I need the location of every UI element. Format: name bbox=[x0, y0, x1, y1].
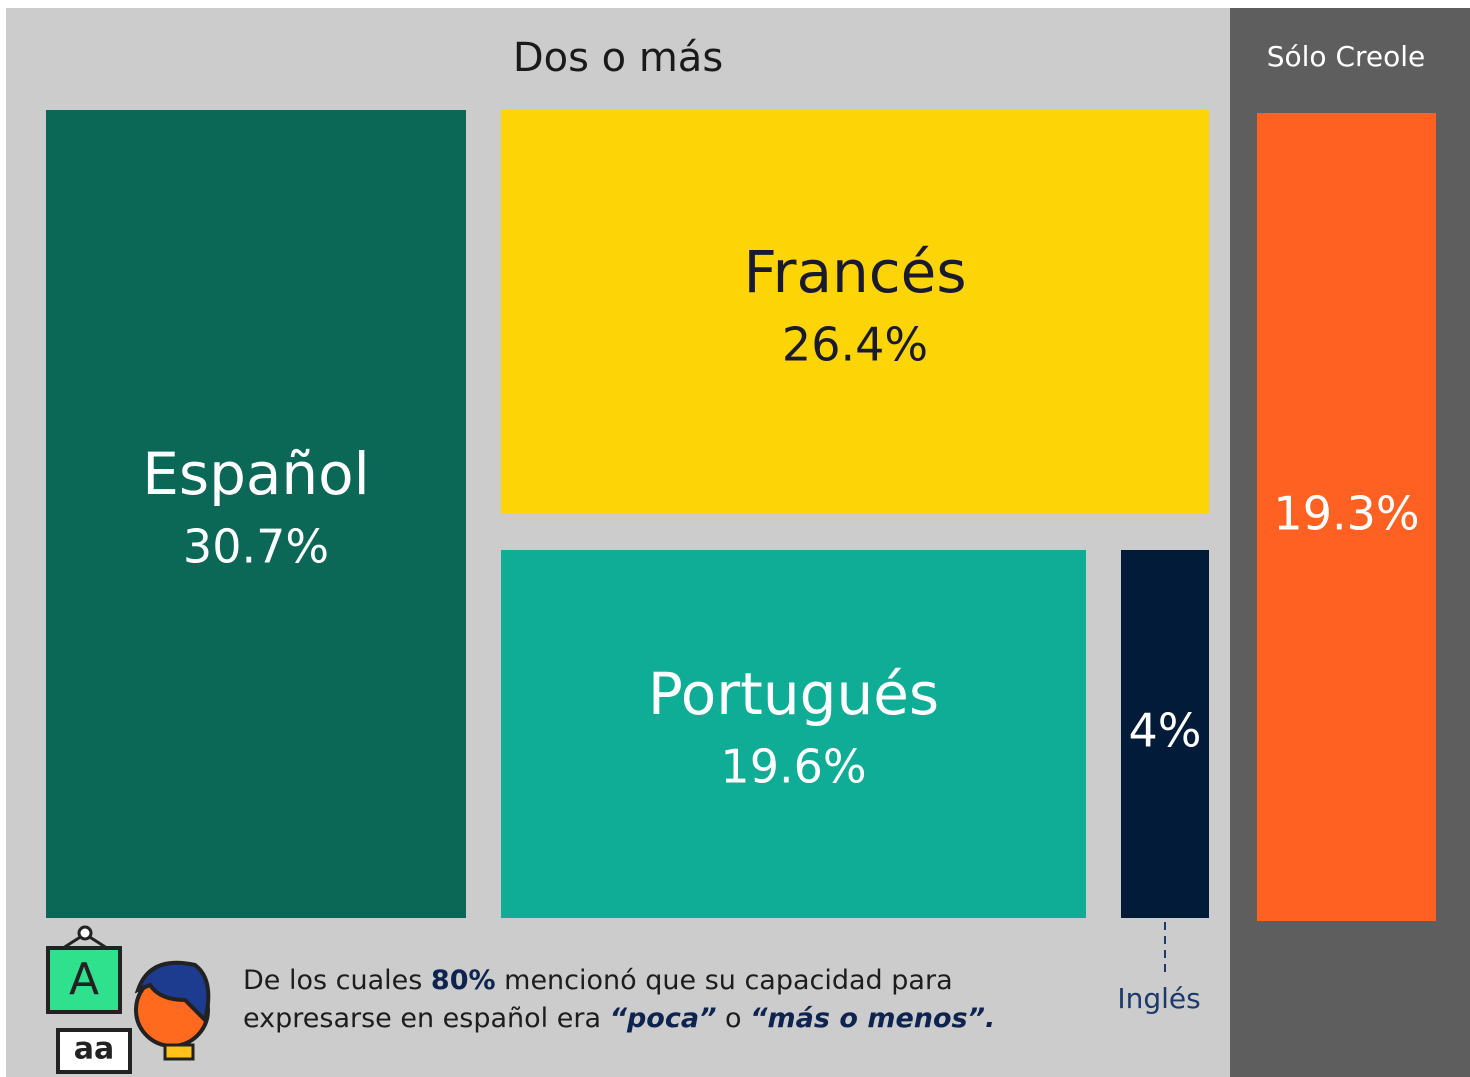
tile-name: Francés bbox=[743, 238, 966, 306]
note-text: De los cuales bbox=[243, 965, 431, 996]
note-text: o bbox=[716, 1003, 751, 1034]
note-text: mencionó que su capacidad para expresars… bbox=[243, 965, 953, 1034]
svg-text:aa: aa bbox=[74, 1032, 115, 1067]
note-emphasis: “poca” bbox=[609, 1003, 717, 1034]
tile-value: 19.6% bbox=[720, 740, 866, 794]
tile-value: 4% bbox=[1129, 704, 1202, 758]
treemap-tile bbox=[46, 110, 466, 918]
group-label: Sólo Creole bbox=[1267, 40, 1426, 73]
tile-name: Inglés bbox=[1117, 982, 1200, 1015]
language-icon: A aa bbox=[46, 925, 211, 1074]
tile-value: 19.3% bbox=[1273, 487, 1419, 541]
group-label: Dos o más bbox=[513, 35, 723, 81]
treemap-tile bbox=[1121, 550, 1209, 918]
treemap-tile bbox=[501, 110, 1209, 514]
note-emphasis: “más o menos”. bbox=[750, 1003, 996, 1034]
treemap-tile bbox=[501, 550, 1086, 918]
note-highlight: 80% bbox=[430, 965, 496, 996]
footnote: De los cuales 80% mencionó que su capaci… bbox=[243, 962, 1103, 1038]
treemap-tile bbox=[1257, 113, 1436, 921]
tile-value: 26.4% bbox=[782, 318, 928, 372]
tile-name: Español bbox=[142, 440, 370, 508]
tile-name: Portugués bbox=[648, 660, 939, 728]
svg-text:A: A bbox=[69, 954, 99, 1005]
tile-value: 30.7% bbox=[183, 520, 329, 574]
